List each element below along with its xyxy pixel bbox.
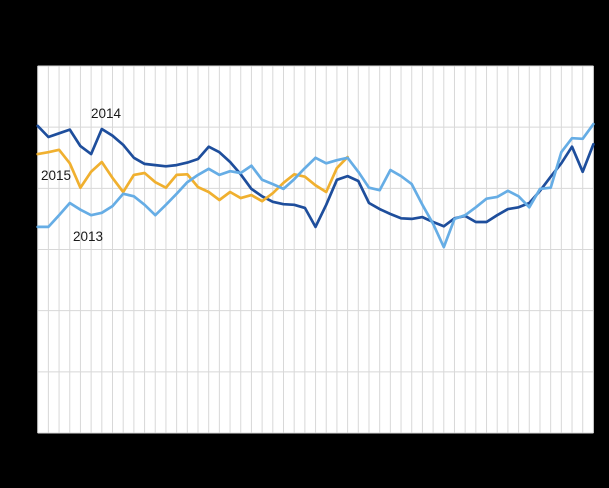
series-label-2013: 2013 xyxy=(73,229,103,244)
series-line-2015 xyxy=(36,148,349,203)
gridlines xyxy=(37,65,594,434)
series-line-2014 xyxy=(36,124,595,229)
series-label-2015: 2015 xyxy=(41,168,71,183)
series-line-2013 xyxy=(36,122,595,249)
series-label-2014: 2014 xyxy=(91,106,122,121)
series-labels: 2014 2015 2013 xyxy=(41,106,122,244)
series-lines xyxy=(36,122,595,249)
